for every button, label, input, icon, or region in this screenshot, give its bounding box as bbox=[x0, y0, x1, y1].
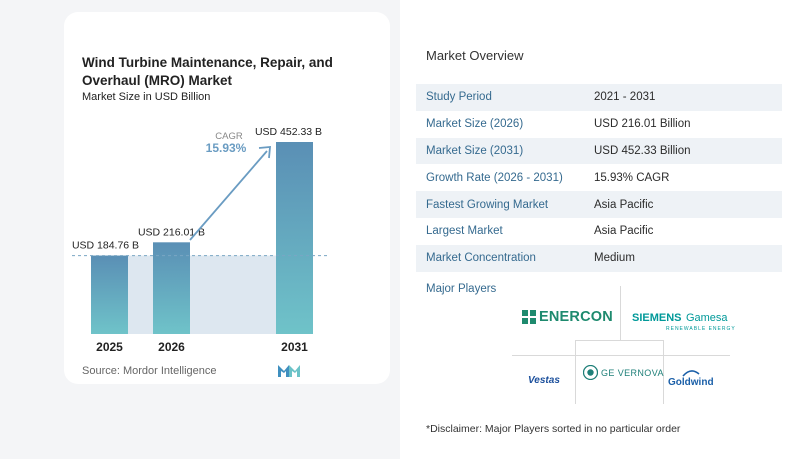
major-players-title: Major Players bbox=[426, 283, 497, 295]
row-value: 15.93% CAGR bbox=[594, 171, 670, 184]
row-label: Study Period bbox=[426, 91, 492, 104]
mordor-intelligence-logo bbox=[278, 364, 300, 382]
row-value: USD 216.01 Billion bbox=[594, 118, 691, 131]
goldwind-text: Goldwind bbox=[668, 377, 714, 388]
ge-vernova-logo: GE VERNOVA bbox=[583, 365, 664, 380]
category-label-2031: 2031 bbox=[281, 340, 308, 354]
siemens-text: SIEMENS bbox=[632, 312, 682, 324]
table-row: Growth Rate (2026 - 2031) 15.93% CAGR bbox=[416, 164, 782, 192]
siemens-sub-text: RENEWABLE ENERGY bbox=[666, 326, 736, 332]
row-label: Market Size (2026) bbox=[426, 118, 524, 131]
bar-2025 bbox=[91, 255, 128, 334]
row-value: USD 452.33 Billion bbox=[594, 144, 691, 157]
row-label: Market Size (2031) bbox=[426, 144, 524, 157]
table-row: Market Concentration Medium bbox=[416, 244, 782, 272]
row-label: Growth Rate (2026 - 2031) bbox=[426, 171, 563, 184]
chart-subtitle: Market Size in USD Billion bbox=[82, 91, 211, 103]
row-value: Asia Pacific bbox=[594, 198, 654, 211]
grid-divider bbox=[620, 286, 621, 340]
cagr-value: 15.93% bbox=[206, 141, 247, 155]
table-row: Largest Market Asia Pacific bbox=[416, 217, 782, 245]
goldwind-logo: Goldwind bbox=[668, 369, 714, 388]
table-row: Study Period 2021 - 2031 bbox=[416, 84, 782, 111]
table-row: Fastest Growing Market Asia Pacific bbox=[416, 191, 782, 218]
data-label-2031: USD 452.33 B bbox=[255, 126, 322, 138]
data-label-2025: USD 184.76 B bbox=[72, 240, 139, 252]
row-label: Market Concentration bbox=[426, 252, 536, 265]
row-value: 2021 - 2031 bbox=[594, 91, 656, 104]
grid-divider bbox=[663, 340, 664, 404]
category-label-2026: 2026 bbox=[158, 340, 185, 354]
enercon-icon bbox=[522, 310, 536, 324]
row-value: Asia Pacific bbox=[594, 225, 654, 238]
overview-table: Study Period 2021 - 2031 Market Size (20… bbox=[416, 84, 782, 272]
source-note: Source: Mordor Intelligence bbox=[82, 365, 217, 377]
ge-monogram-icon bbox=[583, 365, 598, 380]
table-row: Market Size (2031) USD 452.33 Billion bbox=[416, 137, 782, 165]
data-label-2026: USD 216.01 B bbox=[138, 226, 205, 238]
cagr-label: CAGR bbox=[215, 131, 243, 142]
overview-title: Market Overview bbox=[426, 48, 524, 63]
vestas-logo: Vestas bbox=[528, 375, 560, 386]
enercon-logo: ENERCON bbox=[522, 309, 613, 325]
bar-2026 bbox=[153, 242, 190, 334]
row-label: Fastest Growing Market bbox=[426, 198, 549, 211]
grid-divider bbox=[575, 340, 664, 341]
cagr-arrow-head bbox=[258, 146, 271, 159]
grid-divider bbox=[575, 340, 576, 404]
row-label: Largest Market bbox=[426, 225, 503, 238]
disclaimer: *Disclaimer: Major Players sorted in no … bbox=[426, 423, 681, 435]
grid-divider bbox=[512, 355, 730, 356]
bar-2031 bbox=[276, 142, 313, 334]
bar-chart: USD 184.76 B USD 216.01 B USD 452.33 B 2025… bbox=[72, 126, 328, 354]
table-row: Market Size (2026) USD 216.01 Billion bbox=[416, 110, 782, 138]
siemens-gamesa-logo: SIEMENS Gamesa RENEWABLE ENERGY bbox=[632, 308, 736, 332]
chart-title: Wind Turbine Maintenance, Repair, and Ov… bbox=[82, 55, 333, 88]
gamesa-text: Gamesa bbox=[685, 312, 728, 324]
category-label-2025: 2025 bbox=[96, 340, 123, 354]
enercon-text: ENERCON bbox=[539, 309, 613, 325]
ge-vernova-text: GE VERNOVA bbox=[601, 367, 664, 378]
row-value: Medium bbox=[594, 252, 635, 265]
vestas-text: Vestas bbox=[528, 375, 560, 386]
goldwind-swoosh-icon bbox=[682, 370, 700, 377]
cagr-arrow-line bbox=[189, 150, 268, 241]
